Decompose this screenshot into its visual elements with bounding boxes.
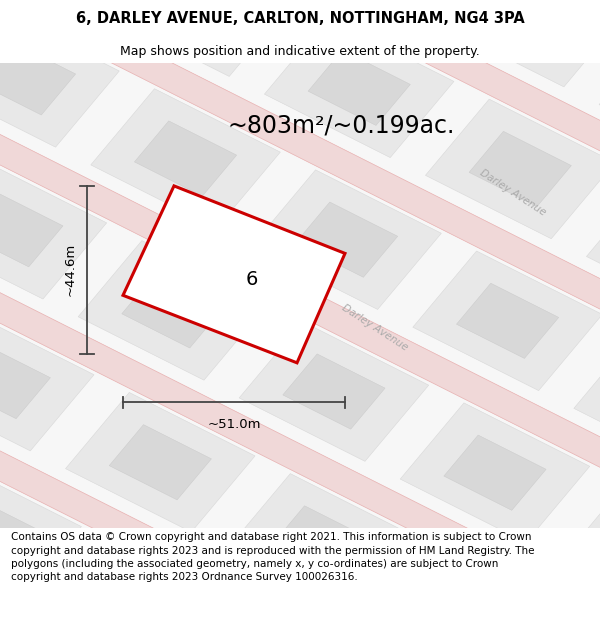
Polygon shape xyxy=(91,89,280,228)
Polygon shape xyxy=(0,496,38,571)
Polygon shape xyxy=(425,99,600,239)
Polygon shape xyxy=(0,576,502,625)
Polygon shape xyxy=(388,555,577,625)
Polygon shape xyxy=(431,587,533,625)
Polygon shape xyxy=(78,241,268,380)
Polygon shape xyxy=(0,0,600,356)
Polygon shape xyxy=(308,50,410,126)
Polygon shape xyxy=(0,19,600,625)
Polygon shape xyxy=(53,544,242,625)
Polygon shape xyxy=(0,615,69,625)
Polygon shape xyxy=(0,344,50,419)
Polygon shape xyxy=(444,435,546,510)
Polygon shape xyxy=(0,0,600,579)
Polygon shape xyxy=(239,322,429,461)
Text: Darley Avenue: Darley Avenue xyxy=(478,168,548,218)
Text: Map shows position and indicative extent of the property.: Map shows position and indicative extent… xyxy=(120,45,480,58)
Text: 6: 6 xyxy=(246,269,258,289)
Polygon shape xyxy=(265,18,454,158)
Polygon shape xyxy=(123,186,345,363)
Text: ~44.6m: ~44.6m xyxy=(63,243,76,296)
Polygon shape xyxy=(574,332,600,472)
Polygon shape xyxy=(283,354,385,429)
Polygon shape xyxy=(0,242,600,625)
Polygon shape xyxy=(122,272,224,348)
Polygon shape xyxy=(0,0,600,134)
Polygon shape xyxy=(0,40,76,115)
Text: Darley Avenue: Darley Avenue xyxy=(340,303,410,353)
Polygon shape xyxy=(147,0,249,44)
Polygon shape xyxy=(438,0,600,87)
Text: 6, DARLEY AVENUE, CARLTON, NOTTINGHAM, NG4 3PA: 6, DARLEY AVENUE, CARLTON, NOTTINGHAM, N… xyxy=(76,11,524,26)
Polygon shape xyxy=(0,0,600,245)
Polygon shape xyxy=(0,8,119,147)
Polygon shape xyxy=(65,392,255,532)
Polygon shape xyxy=(457,283,559,358)
Polygon shape xyxy=(227,474,416,613)
Polygon shape xyxy=(482,0,584,55)
Polygon shape xyxy=(469,131,571,207)
Polygon shape xyxy=(277,0,467,6)
Polygon shape xyxy=(0,159,107,299)
Polygon shape xyxy=(92,0,600,22)
Polygon shape xyxy=(109,424,211,500)
Polygon shape xyxy=(0,0,600,468)
Text: ~803m²/~0.199ac.: ~803m²/~0.199ac. xyxy=(228,113,455,138)
Polygon shape xyxy=(586,181,600,320)
Polygon shape xyxy=(400,403,590,542)
Polygon shape xyxy=(134,121,236,196)
Polygon shape xyxy=(0,353,600,625)
Polygon shape xyxy=(0,192,63,267)
Text: ~51.0m: ~51.0m xyxy=(207,418,261,431)
Polygon shape xyxy=(0,463,82,602)
Polygon shape xyxy=(0,464,595,625)
Polygon shape xyxy=(103,0,293,76)
Polygon shape xyxy=(295,202,398,278)
Polygon shape xyxy=(0,131,600,625)
Polygon shape xyxy=(270,506,373,581)
Polygon shape xyxy=(97,576,199,625)
Polygon shape xyxy=(561,484,600,624)
Polygon shape xyxy=(599,29,600,168)
Polygon shape xyxy=(0,311,94,451)
Polygon shape xyxy=(413,251,600,391)
Polygon shape xyxy=(252,170,442,309)
Text: Contains OS data © Crown copyright and database right 2021. This information is : Contains OS data © Crown copyright and d… xyxy=(11,532,534,582)
